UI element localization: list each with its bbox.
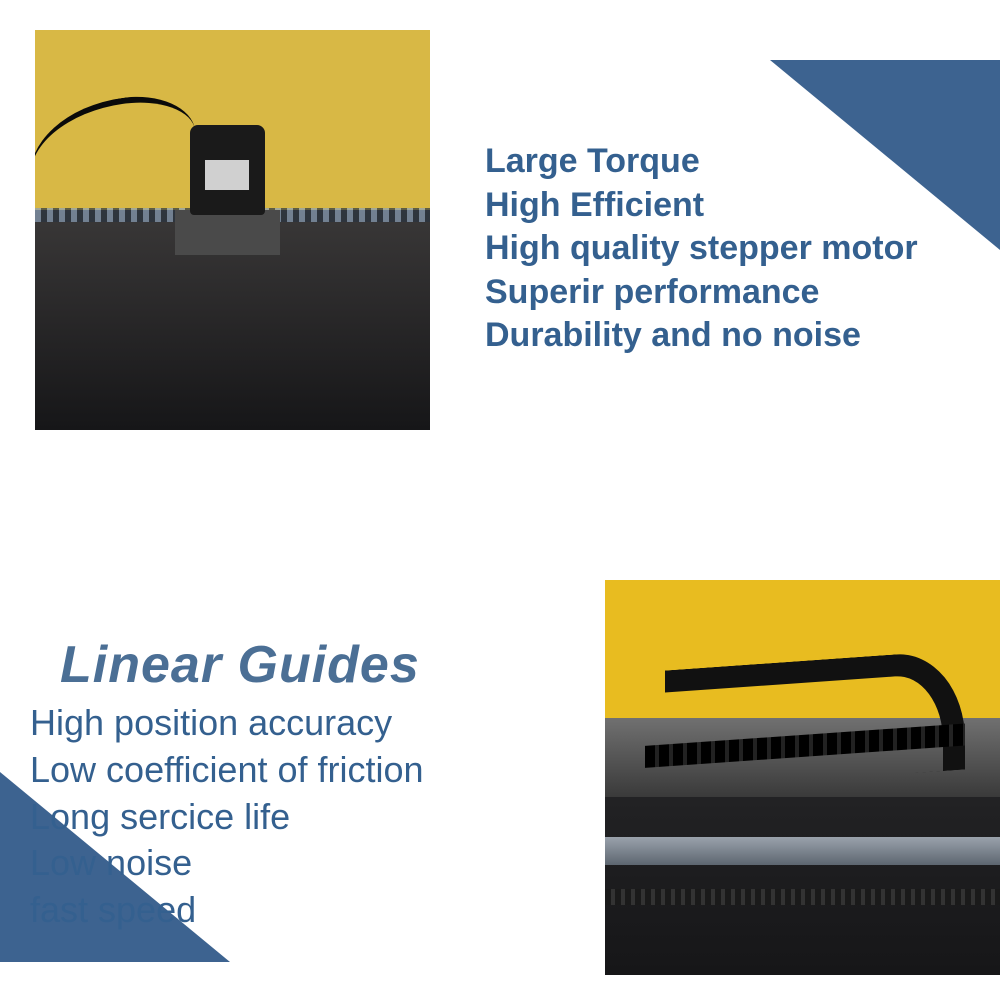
stepper-motor-section: Large Torque High Efficient High quality…	[0, 30, 1000, 460]
linear-rail-shape	[605, 837, 1000, 865]
feature-item: Durability and no noise	[485, 314, 985, 358]
linear-guides-features: High position accuracy Low coefficient o…	[30, 700, 590, 934]
linear-guides-heading: Linear Guides	[60, 635, 420, 695]
feature-item: High quality stepper motor	[485, 227, 985, 271]
motor-label-shape	[205, 160, 249, 190]
stepper-motor-features: Large Torque High Efficient High quality…	[485, 140, 985, 358]
feature-item: Low coefficient of friction	[30, 747, 590, 794]
feature-item: Large Torque	[485, 140, 985, 184]
feature-item: Superir performance	[485, 271, 985, 315]
cable-chain-shape	[665, 650, 965, 791]
motor-base-shape	[175, 210, 280, 255]
cable-decoration	[35, 89, 199, 182]
stepper-motor-photo	[35, 30, 430, 430]
feature-item: High Efficient	[485, 184, 985, 228]
feature-item: Low noise	[30, 840, 590, 887]
feature-item: High position accuracy	[30, 700, 590, 747]
linear-rail-teeth	[605, 889, 1000, 905]
linear-guides-section: Linear Guides High position accuracy Low…	[0, 550, 1000, 980]
feature-item: Long sercice life	[30, 794, 590, 841]
feature-item: fast speed	[30, 887, 590, 934]
linear-guides-photo	[605, 580, 1000, 975]
